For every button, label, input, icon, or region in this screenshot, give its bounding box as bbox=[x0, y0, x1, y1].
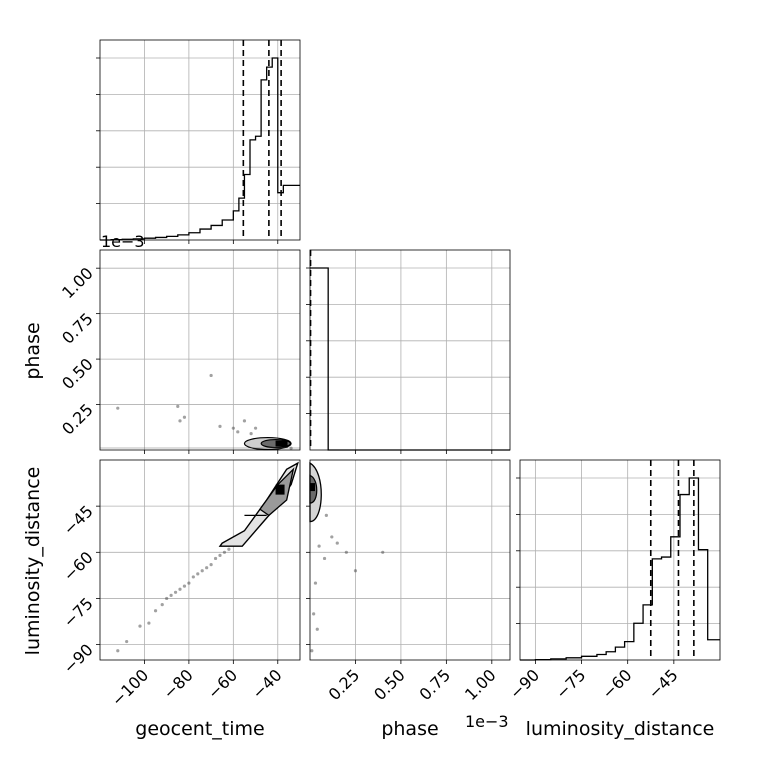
scatter-phase-vs-geocent-time-point-4 bbox=[209, 373, 213, 378]
scatter-luminosity-distance-vs-geocent-time-point-12 bbox=[191, 575, 195, 579]
scatter-luminosity-distance-vs-geocent-time-point-7 bbox=[169, 593, 173, 597]
scatter-luminosity-distance-vs-phase-point-3 bbox=[317, 544, 321, 548]
scatter-luminosity-distance-vs-geocent-time-frame bbox=[99, 459, 301, 661]
bottom-phase-xticklabel-0: 0.25 bbox=[325, 665, 364, 704]
scatter-phase-vs-geocent-time-frame bbox=[99, 249, 301, 451]
labels: geocent_time phase luminosity_distance p… bbox=[22, 232, 714, 740]
scatter-luminosity-distance-vs-geocent-time-point-0 bbox=[116, 649, 120, 653]
scatter-phase-vs-geocent-time-point-3 bbox=[182, 415, 187, 419]
x-axis-label-phase: phase bbox=[381, 718, 438, 740]
scatter-luminosity-distance-vs-phase-point-7 bbox=[344, 550, 348, 554]
hist-phase-frame bbox=[309, 249, 511, 451]
scatter-luminosity-distance-vs-geocent-time-point-16 bbox=[209, 563, 213, 567]
bottom-geocent-time-xticklabel-0: −100 bbox=[108, 665, 153, 710]
bottom-luminosity-distance-xticklabel-1: −75 bbox=[552, 665, 589, 702]
scatter-luminosity-distance-vs-geocent-time-point-20 bbox=[227, 547, 231, 551]
scatter-luminosity-distance-vs-geocent-time-point-2 bbox=[138, 624, 142, 628]
scatter-luminosity-distance-vs-phase-point-11 bbox=[315, 627, 319, 631]
panels: −100 −80 −60 −40 0.25 0.50 0.75 1.00 −90 −75 −60 −4… bbox=[58, 39, 721, 710]
left-phase-yticklabel-0: 0.25 bbox=[58, 400, 97, 439]
scatter-luminosity-distance-vs-phase-point-0 bbox=[310, 649, 314, 653]
hist-luminosity-distance-frame bbox=[519, 459, 721, 661]
scatter-luminosity-distance-vs-geocent-time-point-4 bbox=[153, 609, 158, 613]
scatter-luminosity-distance-vs-phase-point-1 bbox=[312, 612, 316, 616]
scatter-luminosity-distance-vs-phase-contour-core bbox=[310, 483, 315, 492]
scatter-luminosity-distance-vs-phase-point-8 bbox=[353, 569, 358, 573]
scatter-phase-vs-geocent-time-contour-core bbox=[275, 440, 288, 447]
scatter-luminosity-distance-vs-geocent-time-point-15 bbox=[205, 566, 209, 570]
bottom-luminosity-distance-xticklabel-0: −90 bbox=[506, 665, 543, 702]
scatter-phase-vs-geocent-time-point-7 bbox=[236, 430, 240, 434]
scatter-luminosity-distance-vs-geocent-time-point-5 bbox=[160, 603, 164, 607]
x-axis-label-luminosity-distance: luminosity_distance bbox=[526, 718, 715, 740]
scatter-luminosity-distance-vs-geocent-time-point-11 bbox=[187, 581, 191, 585]
scatter-luminosity-distance-vs-geocent-time-point-8 bbox=[173, 590, 178, 594]
left-luminosity-distance-yticklabel-1: −75 bbox=[60, 594, 97, 631]
y-axis-label-luminosity-distance: luminosity_distance bbox=[22, 467, 44, 656]
scatter-luminosity-distance-vs-geocent-time-point-19 bbox=[222, 550, 227, 554]
offset-text-phase-x: 1e−3 bbox=[465, 712, 509, 731]
scatter-luminosity-distance-vs-geocent-time-point-13 bbox=[196, 572, 200, 576]
scatter-luminosity-distance-vs-phase-point-10 bbox=[324, 513, 328, 517]
scatter-phase-vs-geocent-time-point-9 bbox=[249, 432, 253, 436]
y-axis-label-phase: phase bbox=[22, 322, 44, 379]
hist-phase-steps bbox=[310, 267, 510, 451]
scatter-phase-vs-geocent-time-point-0 bbox=[116, 406, 120, 410]
scatter-luminosity-distance-vs-geocent-time-point-14 bbox=[200, 569, 204, 573]
hist-luminosity-distance-steps bbox=[520, 477, 720, 661]
hist-geocent-time-steps bbox=[100, 57, 300, 241]
left-luminosity-distance-yticklabel-2: −60 bbox=[60, 548, 97, 585]
x-axis-label-geocent-time: geocent_time bbox=[135, 718, 264, 740]
scatter-luminosity-distance-vs-phase-frame bbox=[309, 459, 511, 661]
scatter-phase-vs-geocent-time-point-8 bbox=[242, 419, 247, 423]
bottom-phase-xticklabel-3: 1.00 bbox=[461, 665, 500, 704]
scatter-luminosity-distance-vs-phase-point-6 bbox=[335, 541, 339, 545]
bottom-phase-xticklabel-2: 0.75 bbox=[416, 665, 455, 704]
bottom-phase-xticklabel-1: 0.50 bbox=[370, 665, 409, 704]
scatter-luminosity-distance-vs-phase-point-4 bbox=[322, 556, 327, 561]
scatter-luminosity-distance-vs-phase-point-5 bbox=[330, 535, 334, 539]
scatter-phase-vs-geocent-time-point-2 bbox=[178, 419, 182, 423]
left-luminosity-distance-yticklabel-0: −90 bbox=[60, 640, 97, 677]
bottom-luminosity-distance-xticklabel-3: −45 bbox=[644, 665, 681, 702]
scatter-luminosity-distance-vs-geocent-time-point-17 bbox=[213, 556, 218, 561]
scatter-luminosity-distance-vs-geocent-time-point-1 bbox=[125, 639, 129, 644]
offset-text-phase-y: 1e−3 bbox=[101, 232, 145, 251]
left-phase-yticklabel-1: 0.50 bbox=[58, 354, 97, 393]
scatter-phase-vs-geocent-time-point-10 bbox=[253, 426, 258, 430]
scatter-luminosity-distance-vs-phase-point-2 bbox=[313, 581, 318, 585]
left-phase-yticklabel-2: 0.75 bbox=[58, 309, 97, 348]
scatter-luminosity-distance-vs-geocent-time-contour-core bbox=[275, 484, 285, 495]
scatter-luminosity-distance-vs-geocent-time-point-3 bbox=[147, 621, 151, 625]
scatter-luminosity-distance-vs-geocent-time-point-18 bbox=[218, 553, 222, 557]
bottom-geocent-time-xticklabel-3: −40 bbox=[248, 665, 285, 702]
scatter-luminosity-distance-vs-phase-point-9 bbox=[381, 550, 385, 554]
bottom-geocent-time-xticklabel-1: −80 bbox=[159, 665, 196, 702]
hist-geocent-time-frame bbox=[99, 39, 301, 241]
bottom-luminosity-distance-xticklabel-2: −60 bbox=[598, 665, 635, 702]
scatter-phase-vs-geocent-time-point-17 bbox=[289, 446, 293, 450]
left-luminosity-distance-yticklabel-3: −45 bbox=[60, 502, 97, 539]
scatter-luminosity-distance-vs-geocent-time-point-9 bbox=[178, 587, 182, 591]
scatter-phase-vs-geocent-time-point-6 bbox=[231, 426, 235, 430]
left-phase-yticklabel-3: 1.00 bbox=[58, 264, 97, 303]
scatter-phase-vs-geocent-time-point-1 bbox=[176, 404, 180, 408]
bottom-geocent-time-xticklabel-2: −60 bbox=[204, 665, 241, 702]
scatter-luminosity-distance-vs-geocent-time-point-6 bbox=[165, 596, 169, 601]
scatter-phase-vs-geocent-time-point-5 bbox=[218, 424, 222, 428]
scatter-luminosity-distance-vs-geocent-time-point-10 bbox=[182, 584, 187, 588]
